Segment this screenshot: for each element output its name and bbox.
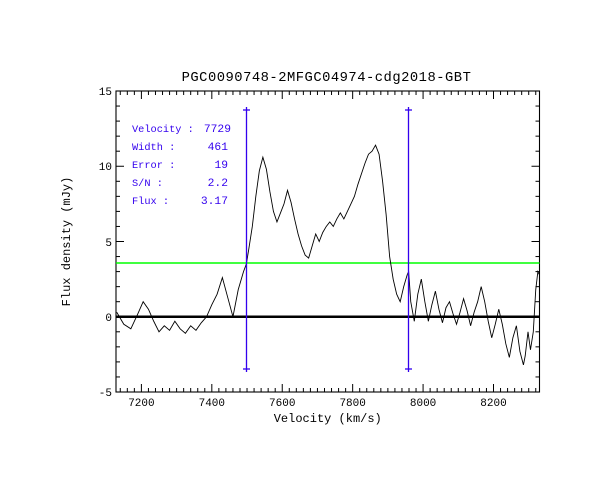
svg-text:7400: 7400: [199, 398, 225, 410]
svg-text:3.17: 3.17: [201, 196, 228, 208]
svg-text:8200: 8200: [480, 398, 506, 410]
svg-text:461: 461: [208, 142, 229, 154]
svg-text:7200: 7200: [128, 398, 154, 410]
svg-text:7600: 7600: [269, 398, 295, 410]
svg-text:Velocity :: Velocity :: [132, 124, 194, 136]
svg-text:Width :: Width :: [132, 142, 175, 154]
svg-text:Flux density (mJy): Flux density (mJy): [60, 177, 74, 307]
svg-text:Velocity (km/s): Velocity (km/s): [274, 412, 382, 426]
svg-text:15: 15: [99, 87, 112, 99]
svg-text:S/N :: S/N :: [132, 178, 163, 190]
svg-text:10: 10: [99, 162, 112, 174]
svg-text:7800: 7800: [339, 398, 365, 410]
svg-text:19: 19: [214, 160, 228, 172]
svg-text:PGC0090748-2MFGC04974-cdg2018-: PGC0090748-2MFGC04974-cdg2018-GBT: [182, 70, 472, 86]
svg-text:-5: -5: [99, 388, 112, 400]
svg-text:7729: 7729: [204, 124, 231, 136]
svg-text:8000: 8000: [410, 398, 436, 410]
svg-text:2.2: 2.2: [208, 178, 228, 190]
svg-text:5: 5: [105, 238, 112, 250]
svg-text:Error :: Error :: [132, 160, 175, 172]
svg-text:0: 0: [105, 313, 112, 325]
svg-text:Flux :: Flux :: [132, 196, 169, 208]
